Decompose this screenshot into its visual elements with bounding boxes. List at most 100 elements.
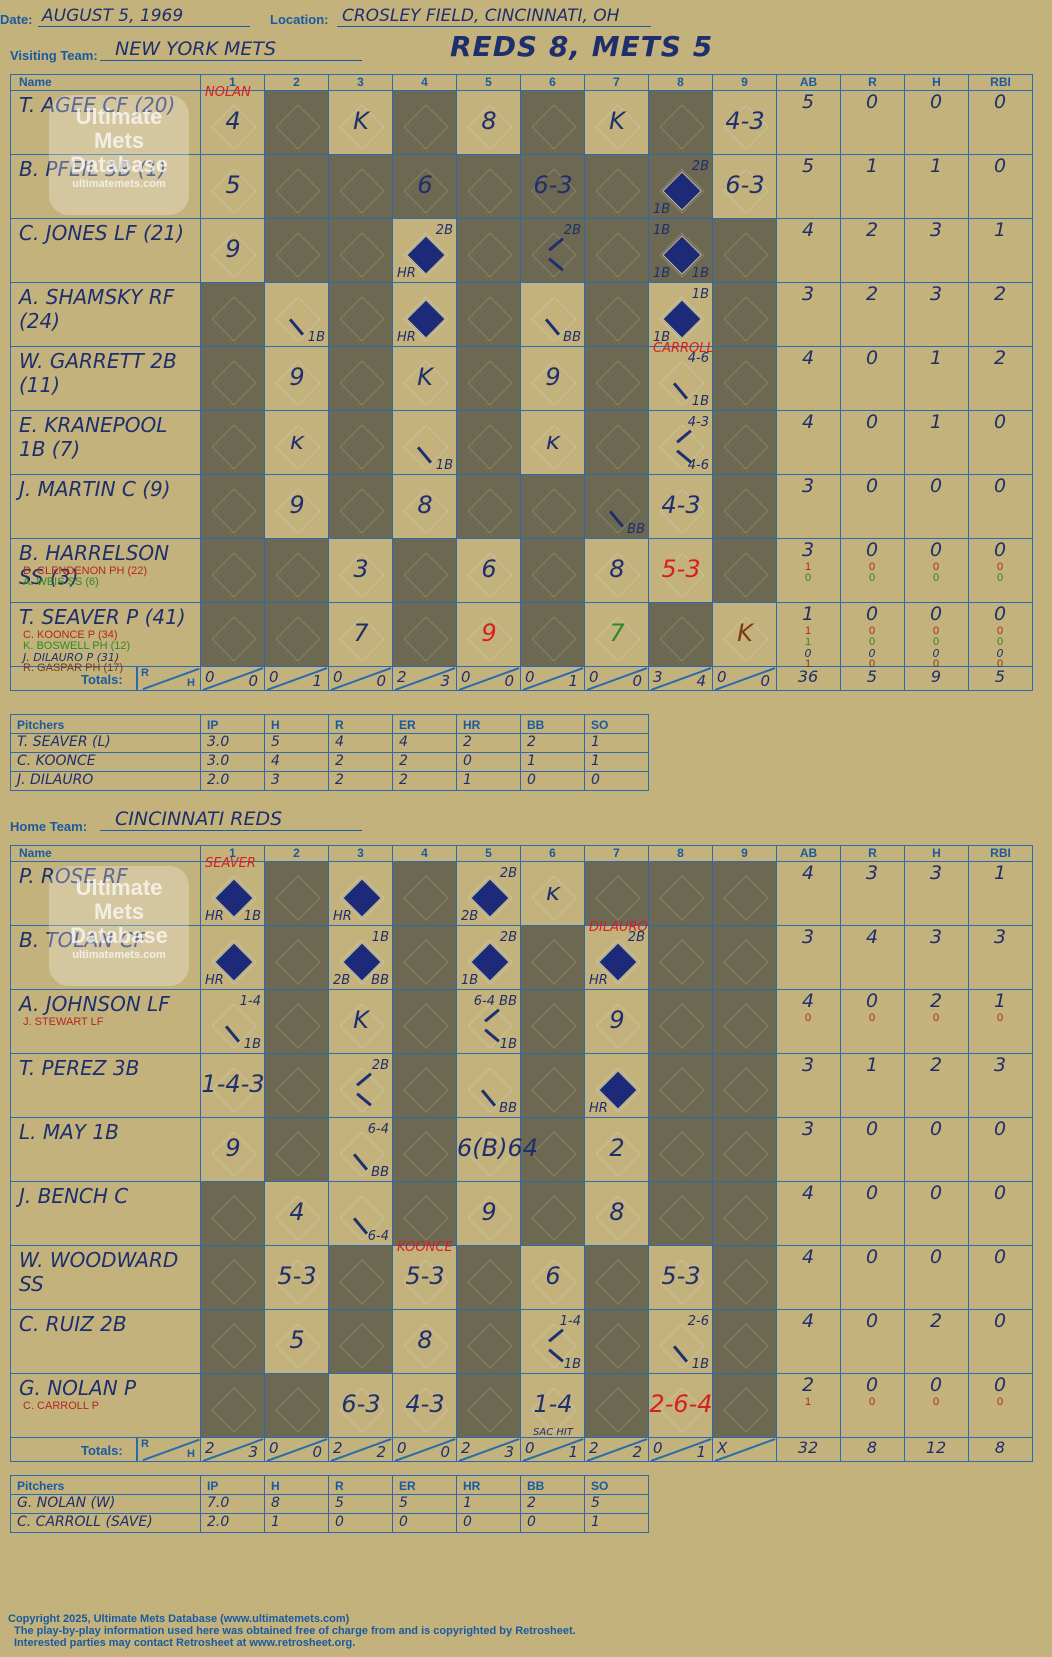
home-at-bat-cell xyxy=(265,1182,329,1246)
home-at-bat-cell xyxy=(521,1310,585,1374)
home-inning-hits: 1 xyxy=(568,1443,578,1461)
home-stat-value: 4 xyxy=(865,926,879,948)
home-stat-value: 3 xyxy=(929,926,943,948)
visitors-at-bat-cell xyxy=(521,603,585,667)
visitors-stat-cell: 2 xyxy=(969,347,1033,411)
visitors-play: 5 xyxy=(201,155,265,219)
home-play: 6-3 xyxy=(329,1374,393,1438)
visitors-stat-cell: 4 xyxy=(777,347,841,411)
home-stat-value: 2 xyxy=(929,990,943,1012)
home-stat-cell: 0 xyxy=(905,1246,969,1310)
home-stat-value: 2 xyxy=(929,1310,943,1332)
visitors-stat-cell: 0 xyxy=(905,475,969,539)
visitors-stat-cell: 1 xyxy=(969,219,1033,283)
home-single-line xyxy=(352,1153,369,1171)
visitors-pitching-value: 0 xyxy=(585,772,649,791)
home-play: 2-6-4 xyxy=(649,1374,713,1438)
home-basepath-diamond xyxy=(659,939,705,985)
home-stat-value: 3 xyxy=(801,926,815,948)
home-at-bat-cell xyxy=(201,1310,265,1374)
visitors-play-result: 7 xyxy=(353,619,369,647)
visitors-stat-value: 5 xyxy=(801,91,815,113)
home-stat-cell: 0 xyxy=(905,1182,969,1246)
visitors-at-bat-cell xyxy=(265,347,329,411)
visitors-pitching-value: 2 xyxy=(393,753,457,772)
home-pitching-value: 5 xyxy=(329,1495,393,1514)
home-at-bat-cell xyxy=(457,990,521,1054)
visitors-pitching-value: 3.0 xyxy=(201,734,265,753)
visitors-stat-cell: 0 xyxy=(969,155,1033,219)
home-play: 9 xyxy=(457,1182,521,1246)
visitors-at-bat-cell xyxy=(713,475,777,539)
visitors-sub-stat-value: 0 xyxy=(996,572,1004,584)
visitors-play: 6-3 xyxy=(521,155,585,219)
visitors-stat-value: 4 xyxy=(801,411,815,433)
home-pitching-value: 2 xyxy=(521,1495,585,1514)
home-total-stat-value: 32 xyxy=(797,1438,819,1457)
visitors-pitching-header: BB xyxy=(521,715,585,734)
visitors-basepath-diamond xyxy=(723,488,769,534)
home-play: 9 xyxy=(201,1118,265,1182)
visitors-substitute-name: J. DILAURO P (31) xyxy=(23,651,120,664)
visitors-at-bat-cell xyxy=(649,603,713,667)
home-at-bat-cell xyxy=(329,926,393,990)
visitors-single-line xyxy=(288,318,305,336)
visitors-player-cell: E. KRANEPOOL 1B (7) xyxy=(11,411,201,475)
home-stat-cell: 0 xyxy=(969,1182,1033,1246)
game-location: CROSLEY FIELD, CINCINNATI, OH xyxy=(342,6,620,26)
visitors-watermark-text: Ultimate xyxy=(75,104,163,129)
home-play-note: 2B xyxy=(461,909,479,924)
home-play-note: HR xyxy=(205,973,224,988)
home-at-bat-cell xyxy=(329,1246,393,1310)
visitors-totals-divider xyxy=(136,667,138,691)
home-play-result: 5-3 xyxy=(277,1262,317,1290)
home-player-cell: A. JOHNSON LF J. STEWART LF xyxy=(11,990,201,1054)
home-totals-label: Totals: xyxy=(81,1443,123,1458)
visitors-basepath-diamond xyxy=(211,360,257,406)
visitors-stat-value: 5 xyxy=(801,155,815,177)
home-play: 6 xyxy=(521,1246,585,1310)
visitors-at-bat-cell xyxy=(585,411,649,475)
visitors-runs-label: R xyxy=(141,667,149,679)
home-stat-value: 0 xyxy=(865,1374,879,1396)
visitors-total-stat-value: 9 xyxy=(930,667,942,686)
visitors-inning-hits: 1 xyxy=(568,672,578,690)
home-play-result: 8 xyxy=(609,1198,625,1226)
home-play: 4-3 xyxy=(393,1374,457,1438)
visitors-at-bat-cell xyxy=(713,155,777,219)
home-pitching-value: 0 xyxy=(393,1514,457,1533)
visitors-basepath-diamond xyxy=(275,616,321,662)
visitors-stat-value: 0 xyxy=(993,411,1007,433)
home-inning-hits: 1 xyxy=(696,1443,706,1461)
home-at-bat-cell xyxy=(521,1118,585,1182)
visitors-play-result: 4 xyxy=(225,107,241,135)
home-play: 2B 2B xyxy=(457,862,521,926)
home-play-note: 1B xyxy=(563,1357,581,1372)
visitors-stat-value: 0 xyxy=(865,347,879,369)
home-basepath-diamond xyxy=(403,875,449,921)
visitors-basepath-diamond xyxy=(659,616,705,662)
visitors-name-header: Name xyxy=(11,75,201,91)
visitors-substitute-name: A. WEIS SS (6) xyxy=(23,576,99,588)
visitors-play: 1B 1B xyxy=(649,283,713,347)
visitors-stat-cell: 2 xyxy=(841,219,905,283)
visitors-basepath-diamond xyxy=(339,360,385,406)
home-basepath-diamond xyxy=(659,875,705,921)
home-play: ᴋ xyxy=(521,862,585,926)
home-inning-total: X xyxy=(713,1438,777,1462)
visitors-sub-stat-value: 0 xyxy=(932,658,940,670)
visitors-stat-value: 3 xyxy=(929,219,943,241)
footer-line: Copyright 2025, Ultimate Mets Database (… xyxy=(8,1613,350,1625)
visitors-sub-stat-value: 1 xyxy=(804,625,812,637)
home-pitcher-change-note: SEAVER xyxy=(205,856,256,871)
